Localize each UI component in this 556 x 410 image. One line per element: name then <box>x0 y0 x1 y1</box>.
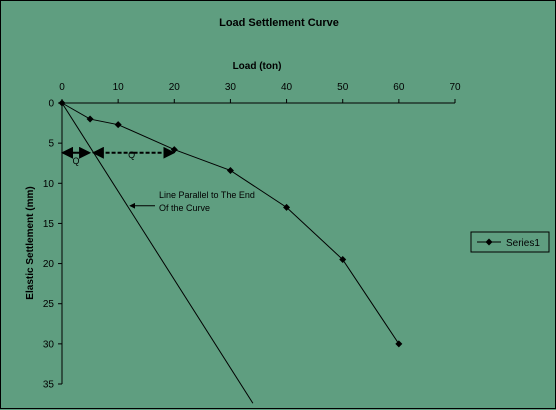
y-axis-label: Elastic Settlement (mm) <box>25 186 36 299</box>
data-point <box>114 121 122 129</box>
legend-swatch-marker <box>485 238 493 246</box>
data-point <box>283 203 291 211</box>
axes: 0 10 20 30 40 50 60 70 0 5 10 15 20 25 30 35 <box>43 82 461 391</box>
x-tick-label: 30 <box>225 82 237 93</box>
chart-title: Load Settlement Curve <box>219 17 339 29</box>
series-line <box>61 102 400 345</box>
y-tick-label: 5 <box>48 139 54 150</box>
x-tick-label: 70 <box>449 82 461 93</box>
x-tick-label: 40 <box>281 82 293 93</box>
x-tick-label: 0 <box>59 82 65 93</box>
data-point <box>395 340 403 348</box>
data-point <box>339 256 347 264</box>
series <box>58 99 403 348</box>
y-tick-label: 35 <box>43 380 55 391</box>
y-tick-label: 15 <box>43 219 55 230</box>
annotation-text: Of the Curve <box>159 203 210 213</box>
q-label: Q <box>73 156 80 166</box>
data-point <box>58 99 66 107</box>
data-point <box>226 166 234 174</box>
q-label: Q <box>128 150 135 160</box>
legend: Series1 <box>470 231 550 253</box>
x-axis-label: Load (ton) <box>233 61 282 72</box>
x-tick-label: 60 <box>393 82 405 93</box>
y-tick-label: 20 <box>43 259 55 270</box>
parallel-line <box>61 102 254 404</box>
x-tick-label: 50 <box>337 82 349 93</box>
data-point <box>86 115 94 123</box>
y-tick-label: 25 <box>43 299 55 310</box>
y-tick-label: 30 <box>43 339 55 350</box>
y-tick-label: 0 <box>48 99 54 110</box>
x-tick-label: 20 <box>169 82 181 93</box>
annotations: Line Parallel to The End Of the Curve Q Q <box>61 146 255 213</box>
x-tick-label: 10 <box>113 82 125 93</box>
legend-label: Series1 <box>506 238 540 249</box>
reference-line <box>61 102 254 404</box>
annotation-text: Line Parallel to The End <box>159 190 255 200</box>
legend-box <box>470 231 550 253</box>
y-tick-label: 10 <box>43 179 55 190</box>
